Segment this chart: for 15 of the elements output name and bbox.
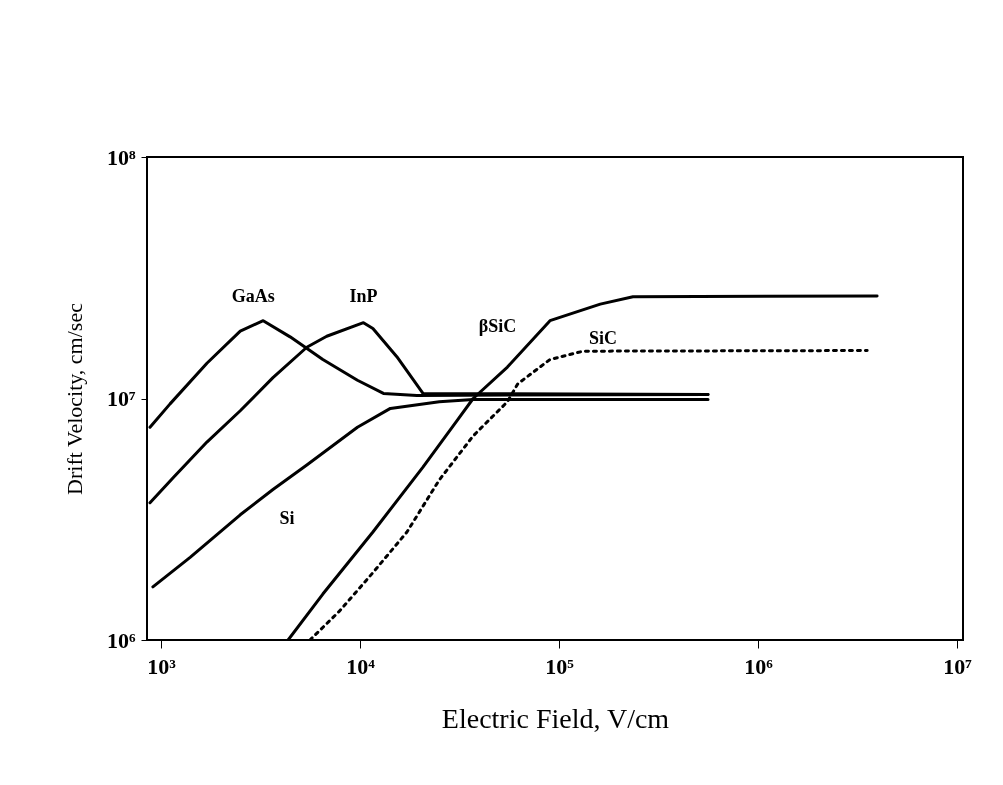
y-tick-label: 10⁷: [106, 386, 136, 411]
y-axis-title: Drift Velocity, cm/sec: [61, 302, 87, 495]
x-tick-label: 10³: [147, 653, 177, 679]
x-tick-label: 10⁵: [545, 653, 575, 679]
series-label: InP: [349, 285, 378, 306]
series-label: GaAs: [231, 285, 275, 306]
y-tick-label: 10⁶: [106, 627, 136, 653]
series-label: βSiC: [478, 316, 517, 337]
x-tick-label: 10⁶: [744, 653, 774, 679]
x-tick-label: 10⁴: [346, 653, 376, 679]
series-label: Si: [279, 508, 295, 529]
y-tick-label: 10⁸: [106, 144, 136, 170]
x-axis-title: Electric Field, V/cm: [441, 702, 670, 734]
x-tick-label: 10⁷: [943, 653, 973, 679]
series-label: SiC: [589, 328, 618, 349]
